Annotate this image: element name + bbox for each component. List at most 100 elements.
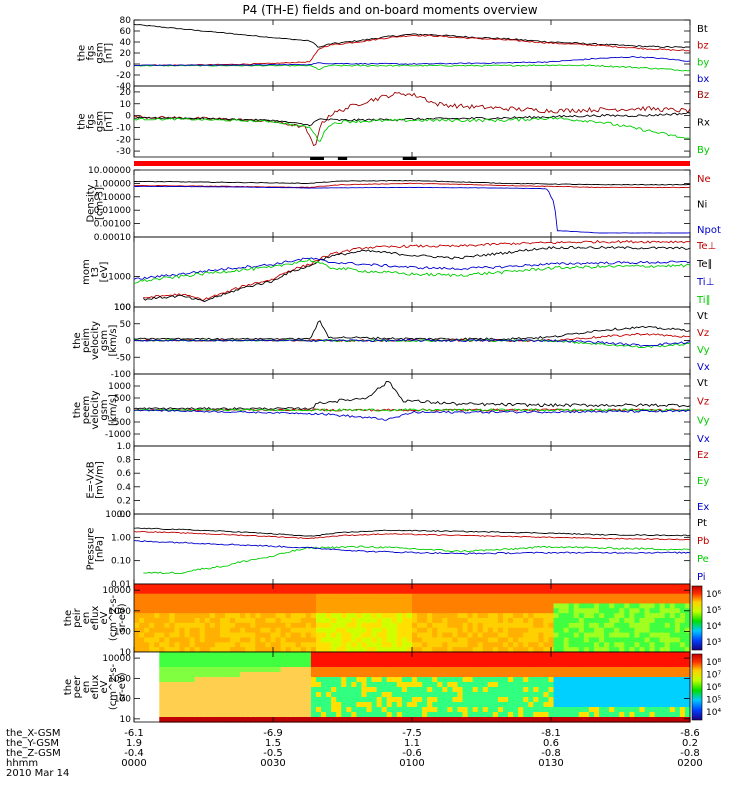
series-line-Bt [133,23,691,49]
spectrogram-cell [184,687,191,693]
spectrogram-cell [427,603,433,609]
spectrogram-cell [194,712,201,718]
spectrogram-cell [381,608,388,614]
spectrogram-cell [437,622,443,629]
spectrogram-cell [139,692,145,698]
spectrogram-cell [674,608,681,614]
spectrogram-cell [351,677,357,683]
spectrogram-cell [336,712,342,718]
spectrogram-cell [578,692,585,698]
spectrogram-cell [280,637,287,643]
spectrogram-cell [649,598,656,605]
spectrogram-cell [614,603,620,609]
spectrogram-cell [134,662,140,668]
spectrogram-cell [366,588,373,595]
spectrogram-cell [224,627,231,634]
spectrogram-cell [270,618,277,624]
spectrogram-cell [149,657,155,663]
spectrogram-cell [533,707,539,713]
spectrogram-cell [134,647,140,653]
spectrogram-cell [452,677,459,683]
spectrogram-cell [614,627,620,634]
spectrogram-cell [356,667,363,673]
spectrogram-cell [432,593,438,600]
spectrogram-cell [497,632,504,639]
spectrogram-cell [134,667,140,673]
spectrogram-cell [149,618,155,624]
spectrogram-cell [674,652,681,658]
spectrogram-cell [280,642,287,648]
spectrogram-cell [482,618,489,624]
spectrogram-cell [391,618,398,624]
spectrogram-cell [457,603,464,609]
spectrogram-cell [406,632,413,639]
spectrogram-cell [563,632,570,639]
spectrogram-cell [432,667,438,673]
spectrogram-cell [679,692,686,698]
spectrogram-cell [366,593,373,600]
spectrogram-cell [523,687,529,693]
spectrogram-cell [265,667,272,673]
spectrogram-cell [341,667,347,673]
spectrogram-cell [528,692,534,698]
spectrogram-cell [331,627,337,634]
spectrogram-cell [194,642,201,648]
spectrogram-cell [250,584,256,590]
spectrogram-cell [492,682,499,688]
spectrogram-cell [154,682,160,688]
spectrogram-cell [548,593,555,600]
spectrogram-cell [502,697,509,703]
spectrogram-cell [371,677,378,683]
spectrogram-cell [346,697,352,703]
spectrogram-cell [422,584,428,590]
spectrogram-cell [543,712,550,718]
spectrogram-cell [391,662,398,668]
spectrogram-cell [462,687,469,693]
spectrogram-cell [280,647,287,653]
spectrogram-cell [214,712,221,718]
mode-bar-fill [134,161,690,166]
spectrogram-cell [371,717,378,723]
spectrogram-cell [624,637,630,643]
spectrogram-cell [604,627,610,634]
spectrogram-cell [179,588,186,595]
spectrogram-cell [563,687,570,693]
spectrogram-cell [351,637,357,643]
spectrogram-cell [553,657,560,663]
spectrogram-cell [336,662,342,668]
spectrogram-cell [477,677,484,683]
spectrogram-cell [477,702,484,708]
spectrogram-cell [654,598,661,605]
spectrogram-cell [174,637,181,643]
spectrogram-cell [275,627,282,634]
spectrogram-cell [381,712,388,718]
spectrogram-cell [230,637,236,643]
spectrogram-cell [204,662,211,668]
spectrogram-cell [523,662,529,668]
spectrogram-cell [265,672,272,678]
spectrogram-cell [417,672,423,678]
spectrogram-cell [442,622,448,629]
spectrogram-cell [260,702,267,708]
y-tick-label: 0.01 [111,580,131,590]
spectrogram-cell [255,627,261,634]
spectrogram-cell [144,677,150,683]
spectrogram-cell [442,657,448,663]
spectrogram-cell [472,637,479,643]
spectrogram-cell [174,618,181,624]
spectrogram-cell [164,618,170,624]
spectrogram-cell [442,712,448,718]
spectrogram-cell [629,662,635,668]
spectrogram-cell [432,687,438,693]
spectrogram-cell [487,667,494,673]
spectrogram-cell [154,707,160,713]
spectrogram-cell [523,618,529,624]
spectrogram-cell [674,717,681,723]
spectrogram-cell [518,584,524,590]
spectrogram-cell [563,584,570,590]
spectrogram-cell [543,687,550,693]
spectrogram-cell [406,657,413,663]
spectrogram-cell [412,637,418,643]
spectrogram-cell [255,667,261,673]
